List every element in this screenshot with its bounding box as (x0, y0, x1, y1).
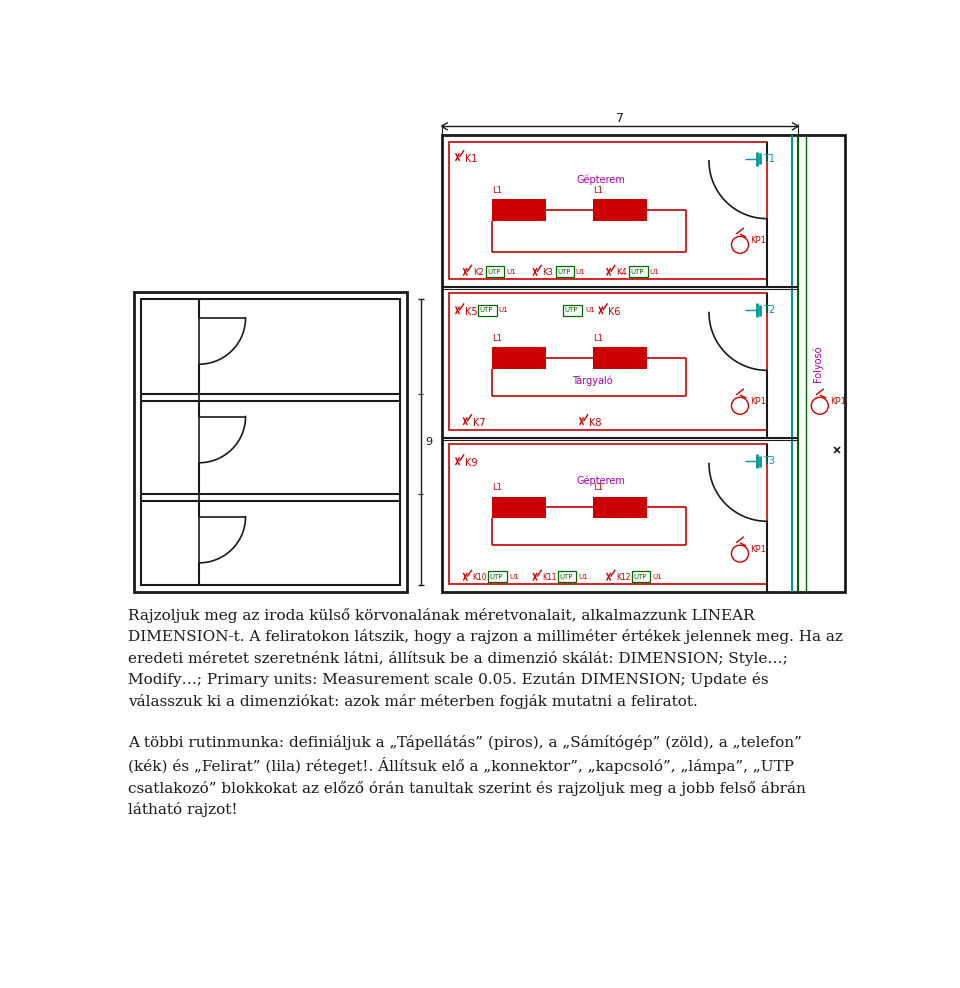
Text: Folyosó: Folyosó (812, 345, 823, 381)
Text: UTP: UTP (488, 269, 501, 275)
Text: U1: U1 (653, 574, 662, 580)
Text: KP1: KP1 (750, 397, 766, 406)
Bar (141, 298, 399, 585)
Text: UTP: UTP (633, 574, 646, 580)
Text: K7: K7 (472, 418, 485, 428)
Bar (442, 135, 845, 592)
Text: K8: K8 (588, 418, 601, 428)
Text: L1: L1 (592, 334, 603, 343)
Text: U1: U1 (649, 269, 659, 275)
Text: K6: K6 (609, 307, 621, 317)
Text: K2: K2 (472, 268, 484, 277)
Bar (134, 291, 407, 592)
Bar (492, 200, 546, 221)
Text: UTP: UTP (490, 574, 503, 580)
Bar (629, 267, 648, 278)
Text: UTP: UTP (480, 307, 493, 313)
Bar (558, 571, 576, 582)
Bar (141, 298, 199, 585)
Text: L1: L1 (592, 483, 603, 492)
Text: UTP: UTP (564, 307, 578, 313)
Text: L1: L1 (492, 186, 502, 195)
Bar (449, 445, 767, 585)
Bar (478, 305, 496, 316)
Bar (592, 497, 647, 518)
Text: U1: U1 (579, 574, 588, 580)
Text: U1: U1 (506, 269, 516, 275)
Text: KP1: KP1 (829, 397, 846, 406)
Text: UTP: UTP (560, 574, 573, 580)
Bar (556, 267, 574, 278)
Text: L1: L1 (492, 334, 502, 343)
Text: KP1: KP1 (750, 236, 766, 245)
Text: K9: K9 (465, 457, 477, 467)
Text: L1: L1 (592, 186, 603, 195)
Text: K5: K5 (465, 307, 477, 317)
Bar (564, 305, 582, 316)
Text: K12: K12 (616, 573, 631, 582)
Bar (632, 571, 650, 582)
Bar (486, 267, 504, 278)
Text: K10: K10 (472, 573, 488, 582)
Text: 7: 7 (616, 113, 624, 125)
Bar (592, 200, 647, 221)
Text: T3: T3 (763, 456, 776, 466)
Text: A többi rutinmunka: definiáljuk a „Tápellátás” (piros), a „Sámítógép” (zöld), a : A többi rutinmunka: definiáljuk a „Tápel… (128, 734, 805, 817)
Text: U1: U1 (498, 307, 508, 313)
Bar (592, 347, 647, 369)
Text: T1: T1 (763, 153, 776, 164)
Text: K1: K1 (465, 153, 477, 164)
Text: KP1: KP1 (750, 545, 766, 554)
Text: U1: U1 (585, 307, 594, 313)
Text: Gépterem: Gépterem (576, 476, 625, 486)
Text: L1: L1 (492, 483, 502, 492)
Text: Tárgyaló: Tárgyaló (572, 375, 613, 385)
Bar (488, 571, 507, 582)
Text: T2: T2 (763, 305, 776, 315)
Text: U1: U1 (509, 574, 518, 580)
Text: K3: K3 (542, 268, 553, 277)
Text: K11: K11 (542, 573, 557, 582)
Bar (492, 347, 546, 369)
Bar (449, 293, 767, 431)
Text: 9: 9 (425, 437, 432, 447)
Bar (449, 141, 767, 280)
Text: Gépterem: Gépterem (576, 175, 625, 186)
Bar (492, 497, 546, 518)
Text: UTP: UTP (631, 269, 644, 275)
Text: U1: U1 (576, 269, 586, 275)
Text: UTP: UTP (557, 269, 570, 275)
Text: K4: K4 (616, 268, 627, 277)
Text: Rajzoljuk meg az iroda külső körvonalának méretvonalait, alkalmazzunk LINEAR
DIM: Rajzoljuk meg az iroda külső körvonalána… (128, 608, 843, 709)
